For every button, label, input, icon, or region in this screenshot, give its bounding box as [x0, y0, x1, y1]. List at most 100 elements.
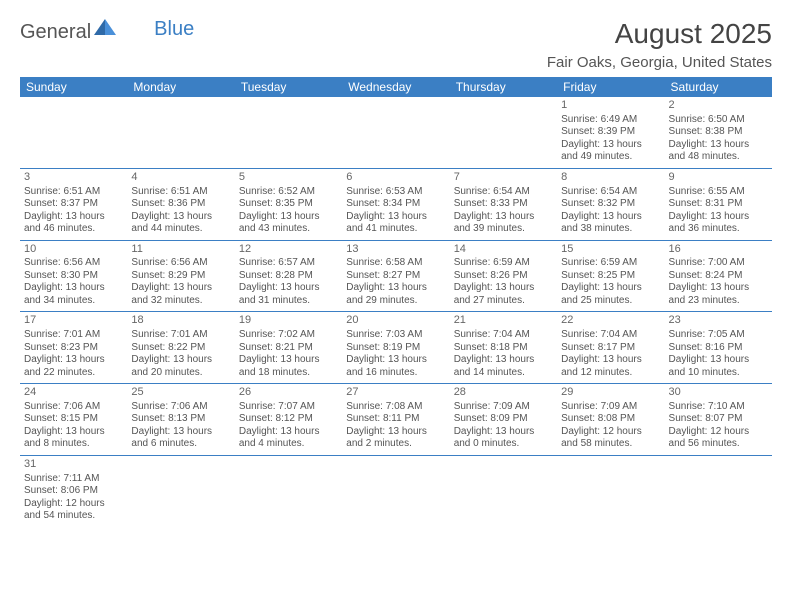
- sunset-text: Sunset: 8:35 PM: [239, 198, 337, 211]
- sunrise-text: Sunrise: 7:04 AM: [454, 329, 552, 342]
- calendar-empty-cell: [20, 97, 127, 168]
- sunrise-text: Sunrise: 7:04 AM: [561, 329, 659, 342]
- calendar-row: 24Sunrise: 7:06 AMSunset: 8:15 PMDayligh…: [20, 384, 772, 456]
- sunrise-text: Sunrise: 6:52 AM: [239, 186, 337, 199]
- sunrise-text: Sunrise: 7:06 AM: [131, 401, 229, 414]
- calendar-day-cell: 29Sunrise: 7:09 AMSunset: 8:08 PMDayligh…: [557, 384, 664, 455]
- sunrise-text: Sunrise: 7:08 AM: [346, 401, 444, 414]
- daylight-text: Daylight: 13 hours and 16 minutes.: [346, 354, 444, 379]
- logo-text-general: General: [20, 21, 91, 44]
- calendar-day-cell: 20Sunrise: 7:03 AMSunset: 8:19 PMDayligh…: [342, 312, 449, 383]
- calendar-empty-cell: [450, 456, 557, 527]
- sunset-text: Sunset: 8:24 PM: [669, 270, 767, 283]
- sunset-text: Sunset: 8:26 PM: [454, 270, 552, 283]
- calendar-day-cell: 9Sunrise: 6:55 AMSunset: 8:31 PMDaylight…: [665, 169, 772, 240]
- calendar-day-cell: 31Sunrise: 7:11 AMSunset: 8:06 PMDayligh…: [20, 456, 127, 527]
- day-number: 20: [346, 314, 444, 328]
- day-number: 25: [131, 386, 229, 400]
- daylight-text: Daylight: 13 hours and 31 minutes.: [239, 282, 337, 307]
- day-number: 2: [669, 99, 767, 113]
- sunrise-text: Sunrise: 6:58 AM: [346, 257, 444, 270]
- calendar-empty-cell: [235, 97, 342, 168]
- sunset-text: Sunset: 8:22 PM: [131, 342, 229, 355]
- sunrise-text: Sunrise: 6:59 AM: [454, 257, 552, 270]
- weekday-header: Sunday: [20, 77, 127, 97]
- sunset-text: Sunset: 8:06 PM: [24, 485, 122, 498]
- sunrise-text: Sunrise: 7:03 AM: [346, 329, 444, 342]
- sunrise-text: Sunrise: 6:57 AM: [239, 257, 337, 270]
- calendar-empty-cell: [342, 97, 449, 168]
- sunset-text: Sunset: 8:28 PM: [239, 270, 337, 283]
- day-number: 4: [131, 171, 229, 185]
- daylight-text: Daylight: 13 hours and 49 minutes.: [561, 139, 659, 164]
- calendar-empty-cell: [557, 456, 664, 527]
- sunrise-text: Sunrise: 7:05 AM: [669, 329, 767, 342]
- daylight-text: Daylight: 13 hours and 22 minutes.: [24, 354, 122, 379]
- daylight-text: Daylight: 13 hours and 14 minutes.: [454, 354, 552, 379]
- day-number: 21: [454, 314, 552, 328]
- day-number: 17: [24, 314, 122, 328]
- calendar-empty-cell: [127, 456, 234, 527]
- sunset-text: Sunset: 8:11 PM: [346, 413, 444, 426]
- daylight-text: Daylight: 13 hours and 44 minutes.: [131, 211, 229, 236]
- calendar-row: 3Sunrise: 6:51 AMSunset: 8:37 PMDaylight…: [20, 169, 772, 241]
- day-number: 15: [561, 243, 659, 257]
- sunset-text: Sunset: 8:34 PM: [346, 198, 444, 211]
- calendar-day-cell: 5Sunrise: 6:52 AMSunset: 8:35 PMDaylight…: [235, 169, 342, 240]
- title-block: August 2025 Fair Oaks, Georgia, United S…: [547, 18, 772, 71]
- sunset-text: Sunset: 8:27 PM: [346, 270, 444, 283]
- sunrise-text: Sunrise: 6:56 AM: [131, 257, 229, 270]
- daylight-text: Daylight: 13 hours and 46 minutes.: [24, 211, 122, 236]
- calendar-day-cell: 24Sunrise: 7:06 AMSunset: 8:15 PMDayligh…: [20, 384, 127, 455]
- sunrise-text: Sunrise: 7:11 AM: [24, 473, 122, 486]
- sunset-text: Sunset: 8:29 PM: [131, 270, 229, 283]
- calendar-body: 1Sunrise: 6:49 AMSunset: 8:39 PMDaylight…: [20, 97, 772, 527]
- day-number: 3: [24, 171, 122, 185]
- sunset-text: Sunset: 8:36 PM: [131, 198, 229, 211]
- month-title: August 2025: [547, 18, 772, 50]
- day-number: 7: [454, 171, 552, 185]
- weekday-header: Tuesday: [235, 77, 342, 97]
- calendar-day-cell: 17Sunrise: 7:01 AMSunset: 8:23 PMDayligh…: [20, 312, 127, 383]
- weekday-header: Wednesday: [342, 77, 449, 97]
- logo-text-blue: Blue: [154, 18, 194, 41]
- sunrise-text: Sunrise: 7:00 AM: [669, 257, 767, 270]
- sunrise-text: Sunrise: 7:06 AM: [24, 401, 122, 414]
- sunrise-text: Sunrise: 6:56 AM: [24, 257, 122, 270]
- sunrise-text: Sunrise: 6:54 AM: [454, 186, 552, 199]
- daylight-text: Daylight: 13 hours and 38 minutes.: [561, 211, 659, 236]
- calendar-day-cell: 6Sunrise: 6:53 AMSunset: 8:34 PMDaylight…: [342, 169, 449, 240]
- sunset-text: Sunset: 8:15 PM: [24, 413, 122, 426]
- day-number: 8: [561, 171, 659, 185]
- sunrise-text: Sunrise: 6:50 AM: [669, 114, 767, 127]
- calendar-day-cell: 12Sunrise: 6:57 AMSunset: 8:28 PMDayligh…: [235, 241, 342, 312]
- sunset-text: Sunset: 8:30 PM: [24, 270, 122, 283]
- calendar-day-cell: 28Sunrise: 7:09 AMSunset: 8:09 PMDayligh…: [450, 384, 557, 455]
- daylight-text: Daylight: 13 hours and 29 minutes.: [346, 282, 444, 307]
- calendar-empty-cell: [127, 97, 234, 168]
- location-text: Fair Oaks, Georgia, United States: [547, 54, 772, 71]
- sunrise-text: Sunrise: 6:55 AM: [669, 186, 767, 199]
- sunset-text: Sunset: 8:19 PM: [346, 342, 444, 355]
- day-number: 23: [669, 314, 767, 328]
- calendar-day-cell: 8Sunrise: 6:54 AMSunset: 8:32 PMDaylight…: [557, 169, 664, 240]
- calendar-header-row: SundayMondayTuesdayWednesdayThursdayFrid…: [20, 77, 772, 97]
- calendar-day-cell: 13Sunrise: 6:58 AMSunset: 8:27 PMDayligh…: [342, 241, 449, 312]
- day-number: 19: [239, 314, 337, 328]
- sunset-text: Sunset: 8:37 PM: [24, 198, 122, 211]
- calendar-day-cell: 10Sunrise: 6:56 AMSunset: 8:30 PMDayligh…: [20, 241, 127, 312]
- daylight-text: Daylight: 13 hours and 27 minutes.: [454, 282, 552, 307]
- daylight-text: Daylight: 13 hours and 23 minutes.: [669, 282, 767, 307]
- calendar-day-cell: 3Sunrise: 6:51 AMSunset: 8:37 PMDaylight…: [20, 169, 127, 240]
- day-number: 28: [454, 386, 552, 400]
- sunrise-text: Sunrise: 6:53 AM: [346, 186, 444, 199]
- day-number: 31: [24, 458, 122, 472]
- day-number: 24: [24, 386, 122, 400]
- sunrise-text: Sunrise: 7:07 AM: [239, 401, 337, 414]
- calendar-day-cell: 18Sunrise: 7:01 AMSunset: 8:22 PMDayligh…: [127, 312, 234, 383]
- daylight-text: Daylight: 13 hours and 0 minutes.: [454, 426, 552, 451]
- sunrise-text: Sunrise: 6:51 AM: [131, 186, 229, 199]
- day-number: 27: [346, 386, 444, 400]
- calendar-day-cell: 11Sunrise: 6:56 AMSunset: 8:29 PMDayligh…: [127, 241, 234, 312]
- daylight-text: Daylight: 12 hours and 58 minutes.: [561, 426, 659, 451]
